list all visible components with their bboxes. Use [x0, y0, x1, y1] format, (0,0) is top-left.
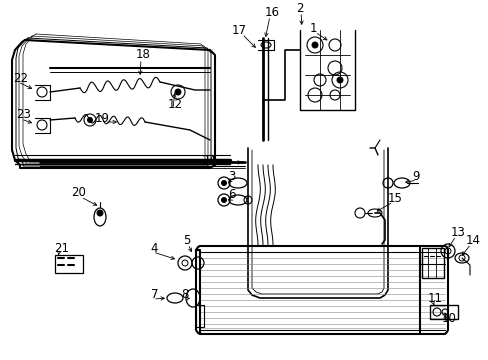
Circle shape [87, 117, 92, 122]
Text: 3: 3 [228, 170, 236, 183]
Text: 14: 14 [465, 234, 480, 247]
Text: 9: 9 [411, 170, 419, 183]
Text: 10: 10 [441, 311, 456, 324]
Text: 24: 24 [201, 153, 216, 166]
Text: 7: 7 [150, 288, 158, 302]
Text: 16: 16 [264, 5, 280, 18]
Text: 23: 23 [16, 108, 31, 122]
Text: 15: 15 [387, 192, 402, 204]
Text: 8: 8 [181, 288, 188, 302]
Text: 17: 17 [231, 23, 246, 36]
Text: 13: 13 [450, 225, 465, 238]
Text: 18: 18 [136, 49, 151, 62]
Circle shape [221, 180, 226, 185]
Bar [55, 255, 83, 273]
Text: 22: 22 [13, 72, 28, 85]
Text: 19: 19 [95, 112, 110, 125]
Bar [421, 248, 443, 278]
Text: 1: 1 [309, 22, 317, 35]
Text: 12: 12 [168, 99, 183, 112]
Text: 21: 21 [54, 242, 69, 255]
Text: 6: 6 [228, 189, 236, 202]
Bar [196, 305, 203, 327]
Circle shape [221, 198, 226, 202]
Circle shape [175, 89, 181, 95]
Text: 5: 5 [183, 234, 190, 247]
Circle shape [336, 77, 342, 83]
Text: 20: 20 [71, 186, 86, 199]
Text: 4: 4 [150, 242, 158, 255]
Circle shape [97, 210, 103, 216]
Bar [429, 305, 457, 319]
Circle shape [311, 42, 317, 48]
Text: 11: 11 [427, 292, 442, 305]
Text: 2: 2 [295, 1, 303, 14]
